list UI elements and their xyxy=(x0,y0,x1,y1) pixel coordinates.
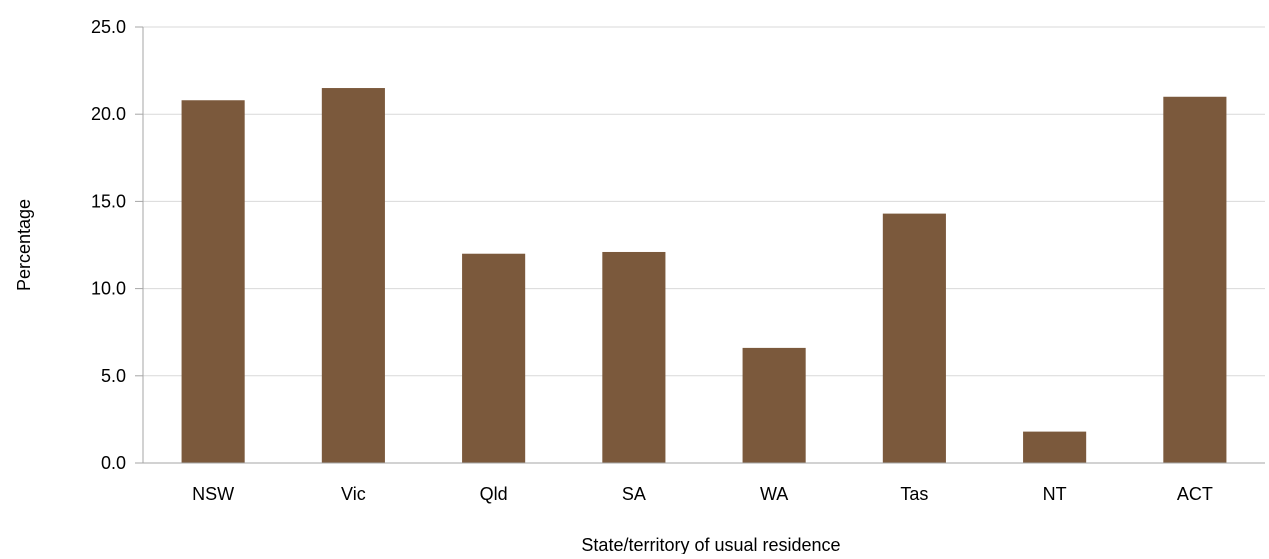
y-axis-label: Percentage xyxy=(14,199,34,291)
gridlines xyxy=(143,26,1265,377)
x-tick-label: Vic xyxy=(341,484,366,504)
bar-nsw xyxy=(181,100,245,464)
axes xyxy=(135,26,1265,464)
y-tick-label: 10.0 xyxy=(91,279,126,299)
bar-tas xyxy=(882,213,946,463)
x-tick-label: SA xyxy=(622,484,646,504)
y-tick-label: 0.0 xyxy=(101,453,126,473)
x-tick-label: NSW xyxy=(192,484,234,504)
x-tick-labels: NSW Vic Qld SA WA Tas NT ACT xyxy=(192,484,1213,504)
y-tick-label: 15.0 xyxy=(91,191,126,211)
x-tick-label: Tas xyxy=(900,484,928,504)
y-tick-label: 5.0 xyxy=(101,366,126,386)
y-tick-labels: 0.0 5.0 10.0 15.0 20.0 25.0 xyxy=(91,17,126,473)
y-tick-label: 20.0 xyxy=(91,104,126,124)
bars xyxy=(181,88,1227,464)
bar-wa xyxy=(742,347,806,463)
bar-nt xyxy=(1023,431,1087,463)
x-tick-label: NT xyxy=(1043,484,1067,504)
y-tick-label: 25.0 xyxy=(91,17,126,37)
x-tick-label: WA xyxy=(760,484,788,504)
bar-qld xyxy=(462,253,526,463)
x-tick-label: Qld xyxy=(480,484,508,504)
x-tick-label: ACT xyxy=(1177,484,1213,504)
x-axis-label: State/territory of usual residence xyxy=(581,535,840,554)
bar-act xyxy=(1163,96,1227,463)
bar-sa xyxy=(602,251,666,463)
bar-vic xyxy=(321,88,385,463)
